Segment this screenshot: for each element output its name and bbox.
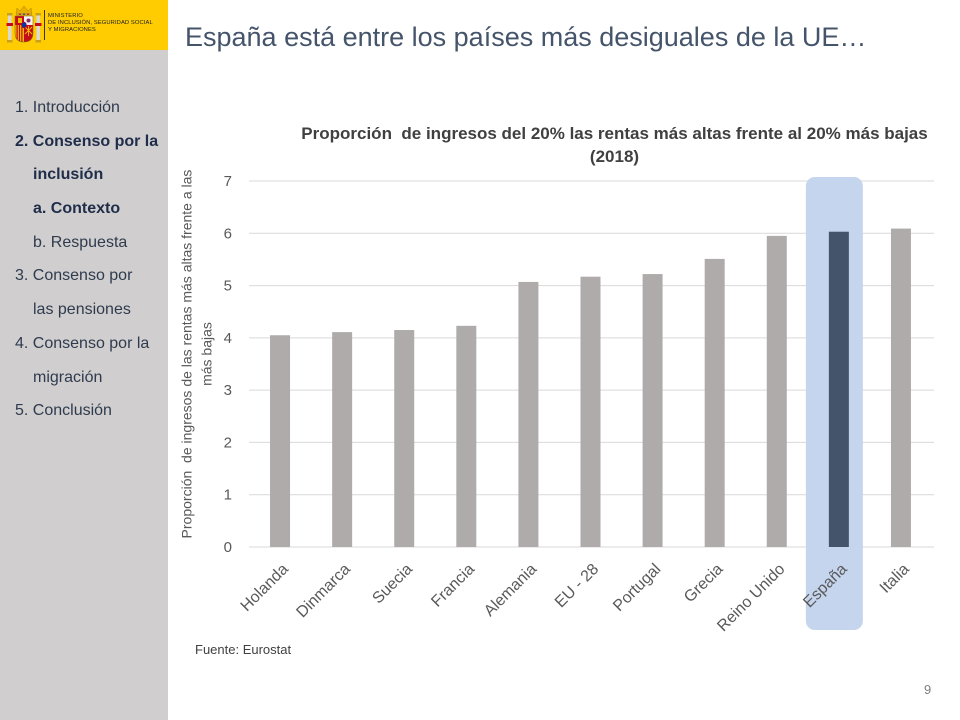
sidebar-item-contexto[interactable]: a. Contexto (0, 192, 168, 226)
y-tick-label: 2 (224, 434, 232, 451)
x-tick-label: Italia (877, 561, 913, 597)
x-tick-label: Holanda (238, 561, 292, 615)
sidebar-item-label: a. Contexto (33, 200, 121, 218)
y-tick-label: 7 (224, 173, 232, 190)
sidebar-item-label: 4. Consenso por la (15, 334, 150, 352)
sidebar-nav: 1. Introducción 2. Consenso por la inclu… (0, 91, 168, 428)
sidebar-item-consenso-inclusion[interactable]: 2. Consenso por la inclusión (0, 125, 168, 192)
bar-italia (890, 228, 911, 547)
page-number: 9 (924, 682, 932, 697)
ministry-name-line: MINISTERIO (48, 13, 83, 19)
x-tick-label: Grecia (681, 561, 726, 606)
ministry-name-line: Y MIGRACIONES (48, 27, 96, 33)
sidebar-item-consenso-migracion[interactable]: 4. Consenso por la migración (0, 327, 168, 394)
chart-title: Proporción de ingresos del 20% las renta… (301, 124, 933, 166)
bar-espana (828, 231, 849, 547)
y-tick-label: 3 (224, 382, 232, 399)
x-tick-label: Portugal (610, 561, 664, 615)
y-tick-label: 6 (224, 225, 232, 242)
x-tick-label: Dinmarca (293, 561, 354, 622)
sidebar-item-consenso-pensiones[interactable]: 3. Consenso por las pensiones (0, 259, 168, 326)
sidebar-item-label: inclusión (33, 166, 104, 184)
logo-divider (44, 10, 45, 40)
source-note: Fuente: Eurostat (195, 642, 292, 657)
bar-francia (456, 325, 477, 547)
ministry-logo: MINISTERIO DE INCLUSIÓN, SEGURIDAD SOCIA… (0, 0, 168, 50)
bar-portugal (642, 274, 663, 547)
x-tick-label: EU - 28 (552, 561, 602, 611)
sidebar-item-label: migración (33, 368, 103, 386)
sidebar-item-label: 2. Consenso por la (15, 132, 159, 150)
coat-of-arms-icon (6, 5, 42, 43)
sidebar-item-label: 3. Consenso por (15, 267, 133, 285)
bar-suecia (394, 330, 415, 547)
y-tick-label: 1 (224, 487, 232, 504)
sidebar-item-conclusion[interactable]: 5. Conclusión (0, 394, 168, 428)
y-tick-label: 4 (224, 330, 232, 347)
y-axis-title: Proporción de ingresos de las rentas más… (178, 165, 214, 539)
sidebar (0, 50, 168, 720)
ministry-name-line: DE INCLUSIÓN, SEGURIDAD SOCIAL (48, 20, 153, 26)
sidebar-item-label: 5. Conclusión (15, 402, 112, 420)
sidebar-item-label: 1. Introducción (15, 99, 120, 116)
y-tick-label: 5 (224, 278, 232, 295)
bar-holanda (270, 335, 291, 547)
x-tick-label: Suecia (369, 561, 416, 608)
sidebar-item-label: las pensiones (33, 301, 131, 319)
y-tick-label: 0 (224, 539, 232, 556)
bar-dinmarca (332, 332, 353, 547)
sidebar-item-introduccion[interactable]: 1. Introducción (0, 91, 168, 125)
bar-reino-unido (766, 235, 787, 547)
bar-grecia (704, 258, 725, 547)
sidebar-item-respuesta[interactable]: b. Respuesta (0, 226, 168, 260)
bar-alemania (518, 281, 539, 547)
sidebar-item-label: b. Respuesta (33, 233, 128, 251)
page-title: España está entre los países más desigua… (185, 22, 867, 52)
x-tick-label: Francia (428, 561, 478, 611)
x-tick-label: Alemania (481, 561, 540, 620)
ministry-name: MINISTERIO DE INCLUSIÓN, SEGURIDAD SOCIA… (48, 13, 153, 34)
bar-eu-28 (580, 276, 601, 547)
